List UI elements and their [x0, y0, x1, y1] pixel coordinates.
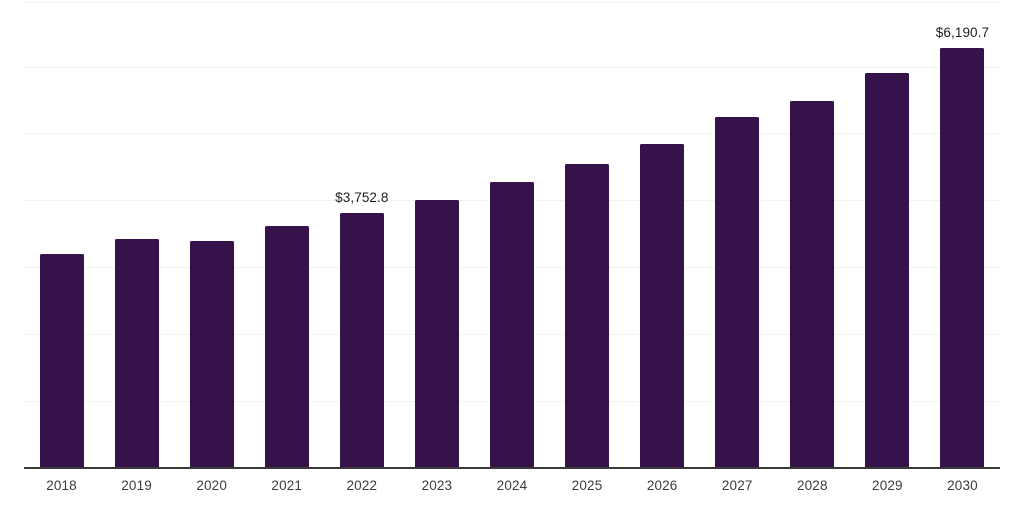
bar-slot: [474, 0, 549, 468]
bar-value-label: $6,190.7: [935, 25, 990, 41]
x-axis-tick-labels: 2018 2019 2020 2021 2022 2023 2024 2025 2026 2027…: [24, 478, 1000, 508]
x-axis-tick-label: 2023: [421, 478, 453, 493]
x-axis-tick-label: 2021: [271, 478, 303, 493]
bar[interactable]: [264, 225, 309, 468]
bar-slot: [850, 0, 925, 468]
bar[interactable]: [565, 163, 610, 468]
bar-slot: [249, 0, 324, 468]
bar[interactable]: [865, 73, 910, 468]
bar-slot: [399, 0, 474, 468]
gridline: [24, 2, 1000, 3]
bar-slot: [24, 0, 99, 468]
bar[interactable]: [715, 116, 760, 468]
bars-layer: $3,752.8 $6,190.7: [24, 0, 1000, 468]
bar[interactable]: [189, 240, 234, 468]
x-axis-tick-label: 2024: [496, 478, 528, 493]
bar-slot: [174, 0, 249, 468]
x-axis-tick-label: 2018: [46, 478, 77, 493]
x-axis-tick-label: 2030: [947, 478, 978, 493]
x-axis-tick-label: 2022: [346, 478, 378, 493]
x-axis-tick-label: 2027: [721, 478, 753, 493]
bar-slot: [775, 0, 850, 468]
x-axis-tick-label: 2020: [196, 478, 227, 493]
x-axis-line: [24, 467, 1000, 469]
bar[interactable]: [790, 100, 835, 468]
bar-value-label: $3,752.8: [335, 190, 389, 206]
bar[interactable]: [339, 213, 384, 468]
bar[interactable]: [114, 238, 159, 468]
bar[interactable]: [489, 181, 534, 468]
bar-slot: [550, 0, 625, 468]
x-axis-tick-label: 2019: [121, 478, 152, 493]
bar-slot: $3,752.8: [324, 0, 399, 468]
bar-slot: $6,190.7: [925, 0, 1000, 468]
bar[interactable]: [39, 254, 84, 468]
bar-slot: [700, 0, 775, 468]
x-axis-tick-label: 2025: [571, 478, 603, 493]
gridline: [24, 133, 1000, 134]
gridline: [24, 67, 1000, 68]
bar[interactable]: [414, 200, 459, 468]
bar[interactable]: [940, 48, 985, 468]
x-axis-tick-label: 2028: [796, 478, 828, 493]
x-axis-tick-label: 2026: [646, 478, 678, 493]
bar-slot: [625, 0, 700, 468]
bar-slot: [99, 0, 174, 468]
bar[interactable]: [640, 144, 685, 468]
x-axis-tick-label: 2029: [872, 478, 903, 493]
